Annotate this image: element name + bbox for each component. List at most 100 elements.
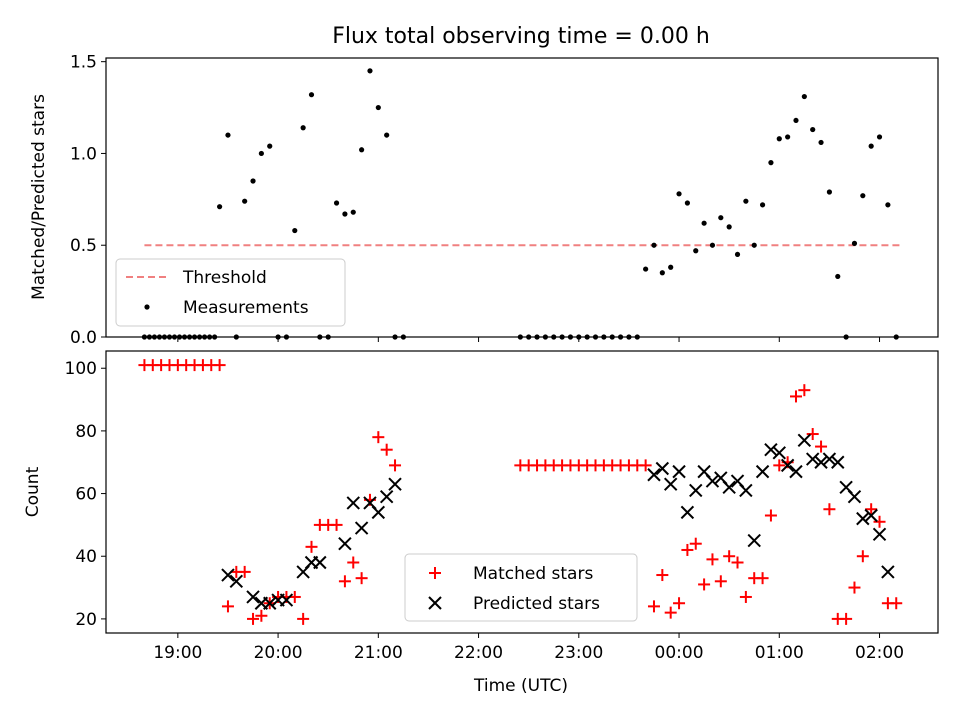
matched-star-point <box>815 440 828 453</box>
figure-title: Flux total observing time = 0.00 h <box>332 24 710 49</box>
x-tick-label: 23:00 <box>554 643 603 663</box>
measurement-point <box>684 200 690 206</box>
matched-star-point <box>764 509 777 522</box>
measurement-point <box>267 143 273 149</box>
measurement-point <box>851 240 858 246</box>
measurement-point <box>308 92 315 98</box>
matched-star-point <box>890 597 903 610</box>
predicted-star-point <box>246 590 260 604</box>
measurement-point <box>718 215 724 221</box>
predicted-star-point <box>805 452 820 466</box>
predicted-star-point <box>689 483 703 498</box>
predicted-star-point <box>822 452 837 466</box>
measurement-point <box>743 198 749 204</box>
matched-star-point <box>255 609 268 622</box>
x-tick-label: 21:00 <box>354 643 403 663</box>
predicted-star-point <box>647 468 661 482</box>
predicted-star-point <box>831 455 845 469</box>
measurement-point <box>759 202 766 208</box>
matched-star-point <box>789 390 802 403</box>
predicted-star-point <box>354 521 369 535</box>
predicted-star-point <box>789 464 803 479</box>
threshold-legend-label: Threshold <box>182 268 267 288</box>
matched-star-point <box>798 384 811 397</box>
predicted-star-point <box>722 480 736 495</box>
top-y-tick-label: 1.5 <box>70 53 97 73</box>
matched-star-point <box>856 550 869 563</box>
matched-star-point <box>664 606 677 619</box>
measurements-legend-label: Measurements <box>183 298 309 318</box>
measurement-point <box>333 200 340 206</box>
bottom-panel: 20 40 60 80 100 19:00 20:00 21:00 22:00 23:00 00:… <box>23 350 939 696</box>
top-y-tick-label: 1.0 <box>70 144 97 164</box>
matched-star-point <box>865 503 878 516</box>
top-panel: 0.0 0.5 1.0 1.5 Matched/Predicted stars Thr… <box>29 53 939 348</box>
predicted-star-point <box>755 464 770 479</box>
bottom-x-ticks: 19:00 20:00 21:00 22:00 23:00 00:00 01:00 02:00 <box>153 633 904 663</box>
matched-star-point <box>297 612 310 625</box>
matched-star-point <box>639 459 652 472</box>
x-tick-label: 20:00 <box>254 643 303 663</box>
matched-legend-label: Matched stars <box>473 564 593 584</box>
x-axis-label: Time (UTC) <box>473 676 568 696</box>
measurement-point <box>885 202 891 208</box>
x-tick-label: 00:00 <box>655 643 704 663</box>
x-tick-label: 22:00 <box>454 643 503 663</box>
matched-star-point <box>355 572 368 585</box>
matched-star-point <box>698 578 711 591</box>
predicted-star-point <box>346 496 360 510</box>
bottom-legend-box <box>404 553 638 622</box>
top-y-axis-label: Matched/Predicted stars <box>29 94 49 300</box>
predicted-star-point <box>263 596 277 610</box>
bottom-y-tick-label: 60 <box>75 485 97 505</box>
measurement-point <box>868 143 874 149</box>
predicted-star-point <box>279 593 294 607</box>
predicted-star-point <box>881 565 895 579</box>
predicted-star-point <box>764 442 778 457</box>
x-tick-label: 19:00 <box>153 643 202 663</box>
matched-star-point <box>706 553 719 566</box>
matched-legend-swatch <box>429 567 441 579</box>
measurement-point <box>793 117 799 124</box>
matched-star-point <box>873 515 886 528</box>
matched-star-point <box>330 518 343 531</box>
predicted-legend-swatch <box>428 596 442 610</box>
matched-star-point <box>723 550 736 563</box>
measurement-point <box>342 211 348 217</box>
measurement-point <box>801 93 807 100</box>
top-x-ticks <box>177 337 881 342</box>
matched-star-point <box>714 575 727 588</box>
predicted-star-point <box>221 568 235 582</box>
matched-star-point <box>238 565 251 578</box>
matched-star-point <box>305 540 318 553</box>
bottom-y-tick-label: 80 <box>75 422 97 442</box>
measurement-point <box>375 104 381 111</box>
x-tick-label: 02:00 <box>855 643 904 663</box>
measurement-point <box>693 248 699 254</box>
measurement-point <box>250 178 256 184</box>
matched-star-point <box>647 600 660 613</box>
measurement-point <box>876 134 883 140</box>
top-y-tick-label: 0.0 <box>70 328 97 348</box>
predicted-star-point <box>371 505 386 520</box>
measurement-point <box>300 125 306 131</box>
matched-star-point <box>840 612 853 625</box>
measurement-point <box>225 132 231 138</box>
matched-star-point <box>372 431 385 444</box>
measurement-point <box>359 147 365 153</box>
measurement-point <box>676 191 682 197</box>
predicted-legend-label: Predicted stars <box>473 594 600 614</box>
matched-star-point <box>347 556 360 569</box>
measurement-point <box>810 126 816 133</box>
matched-star-point <box>221 600 234 613</box>
top-y-tick-label: 0.5 <box>70 236 97 256</box>
measurement-point <box>701 220 707 226</box>
matched-star-point <box>848 581 861 594</box>
matched-star-point <box>739 590 752 603</box>
matched-star-point <box>689 537 702 550</box>
bottom-y-axis-label: Count <box>23 466 43 517</box>
predicted-star-point <box>663 477 678 491</box>
measurement-point <box>292 227 298 234</box>
top-legend: Threshold Measurements <box>115 258 346 327</box>
